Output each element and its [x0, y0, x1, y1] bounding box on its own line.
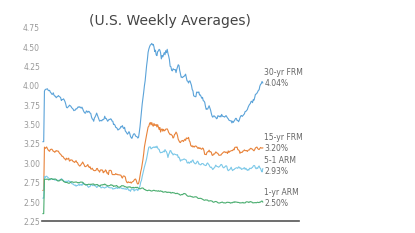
Text: 15-yr FRM
3.20%: 15-yr FRM 3.20% [264, 133, 303, 153]
Title: (U.S. Weekly Averages): (U.S. Weekly Averages) [89, 14, 251, 28]
Text: 5-1 ARM
2.93%: 5-1 ARM 2.93% [264, 156, 296, 176]
Text: 1-yr ARM
2.50%: 1-yr ARM 2.50% [264, 188, 299, 208]
Text: 30-yr FRM
4.04%: 30-yr FRM 4.04% [264, 68, 303, 88]
